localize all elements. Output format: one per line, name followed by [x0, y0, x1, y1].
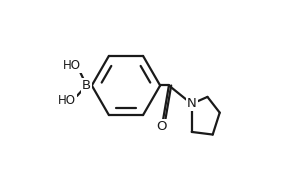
Text: HO: HO	[58, 94, 76, 107]
Text: O: O	[157, 120, 167, 133]
Text: B: B	[82, 79, 91, 92]
Text: HO: HO	[63, 59, 81, 72]
Text: N: N	[187, 97, 197, 110]
